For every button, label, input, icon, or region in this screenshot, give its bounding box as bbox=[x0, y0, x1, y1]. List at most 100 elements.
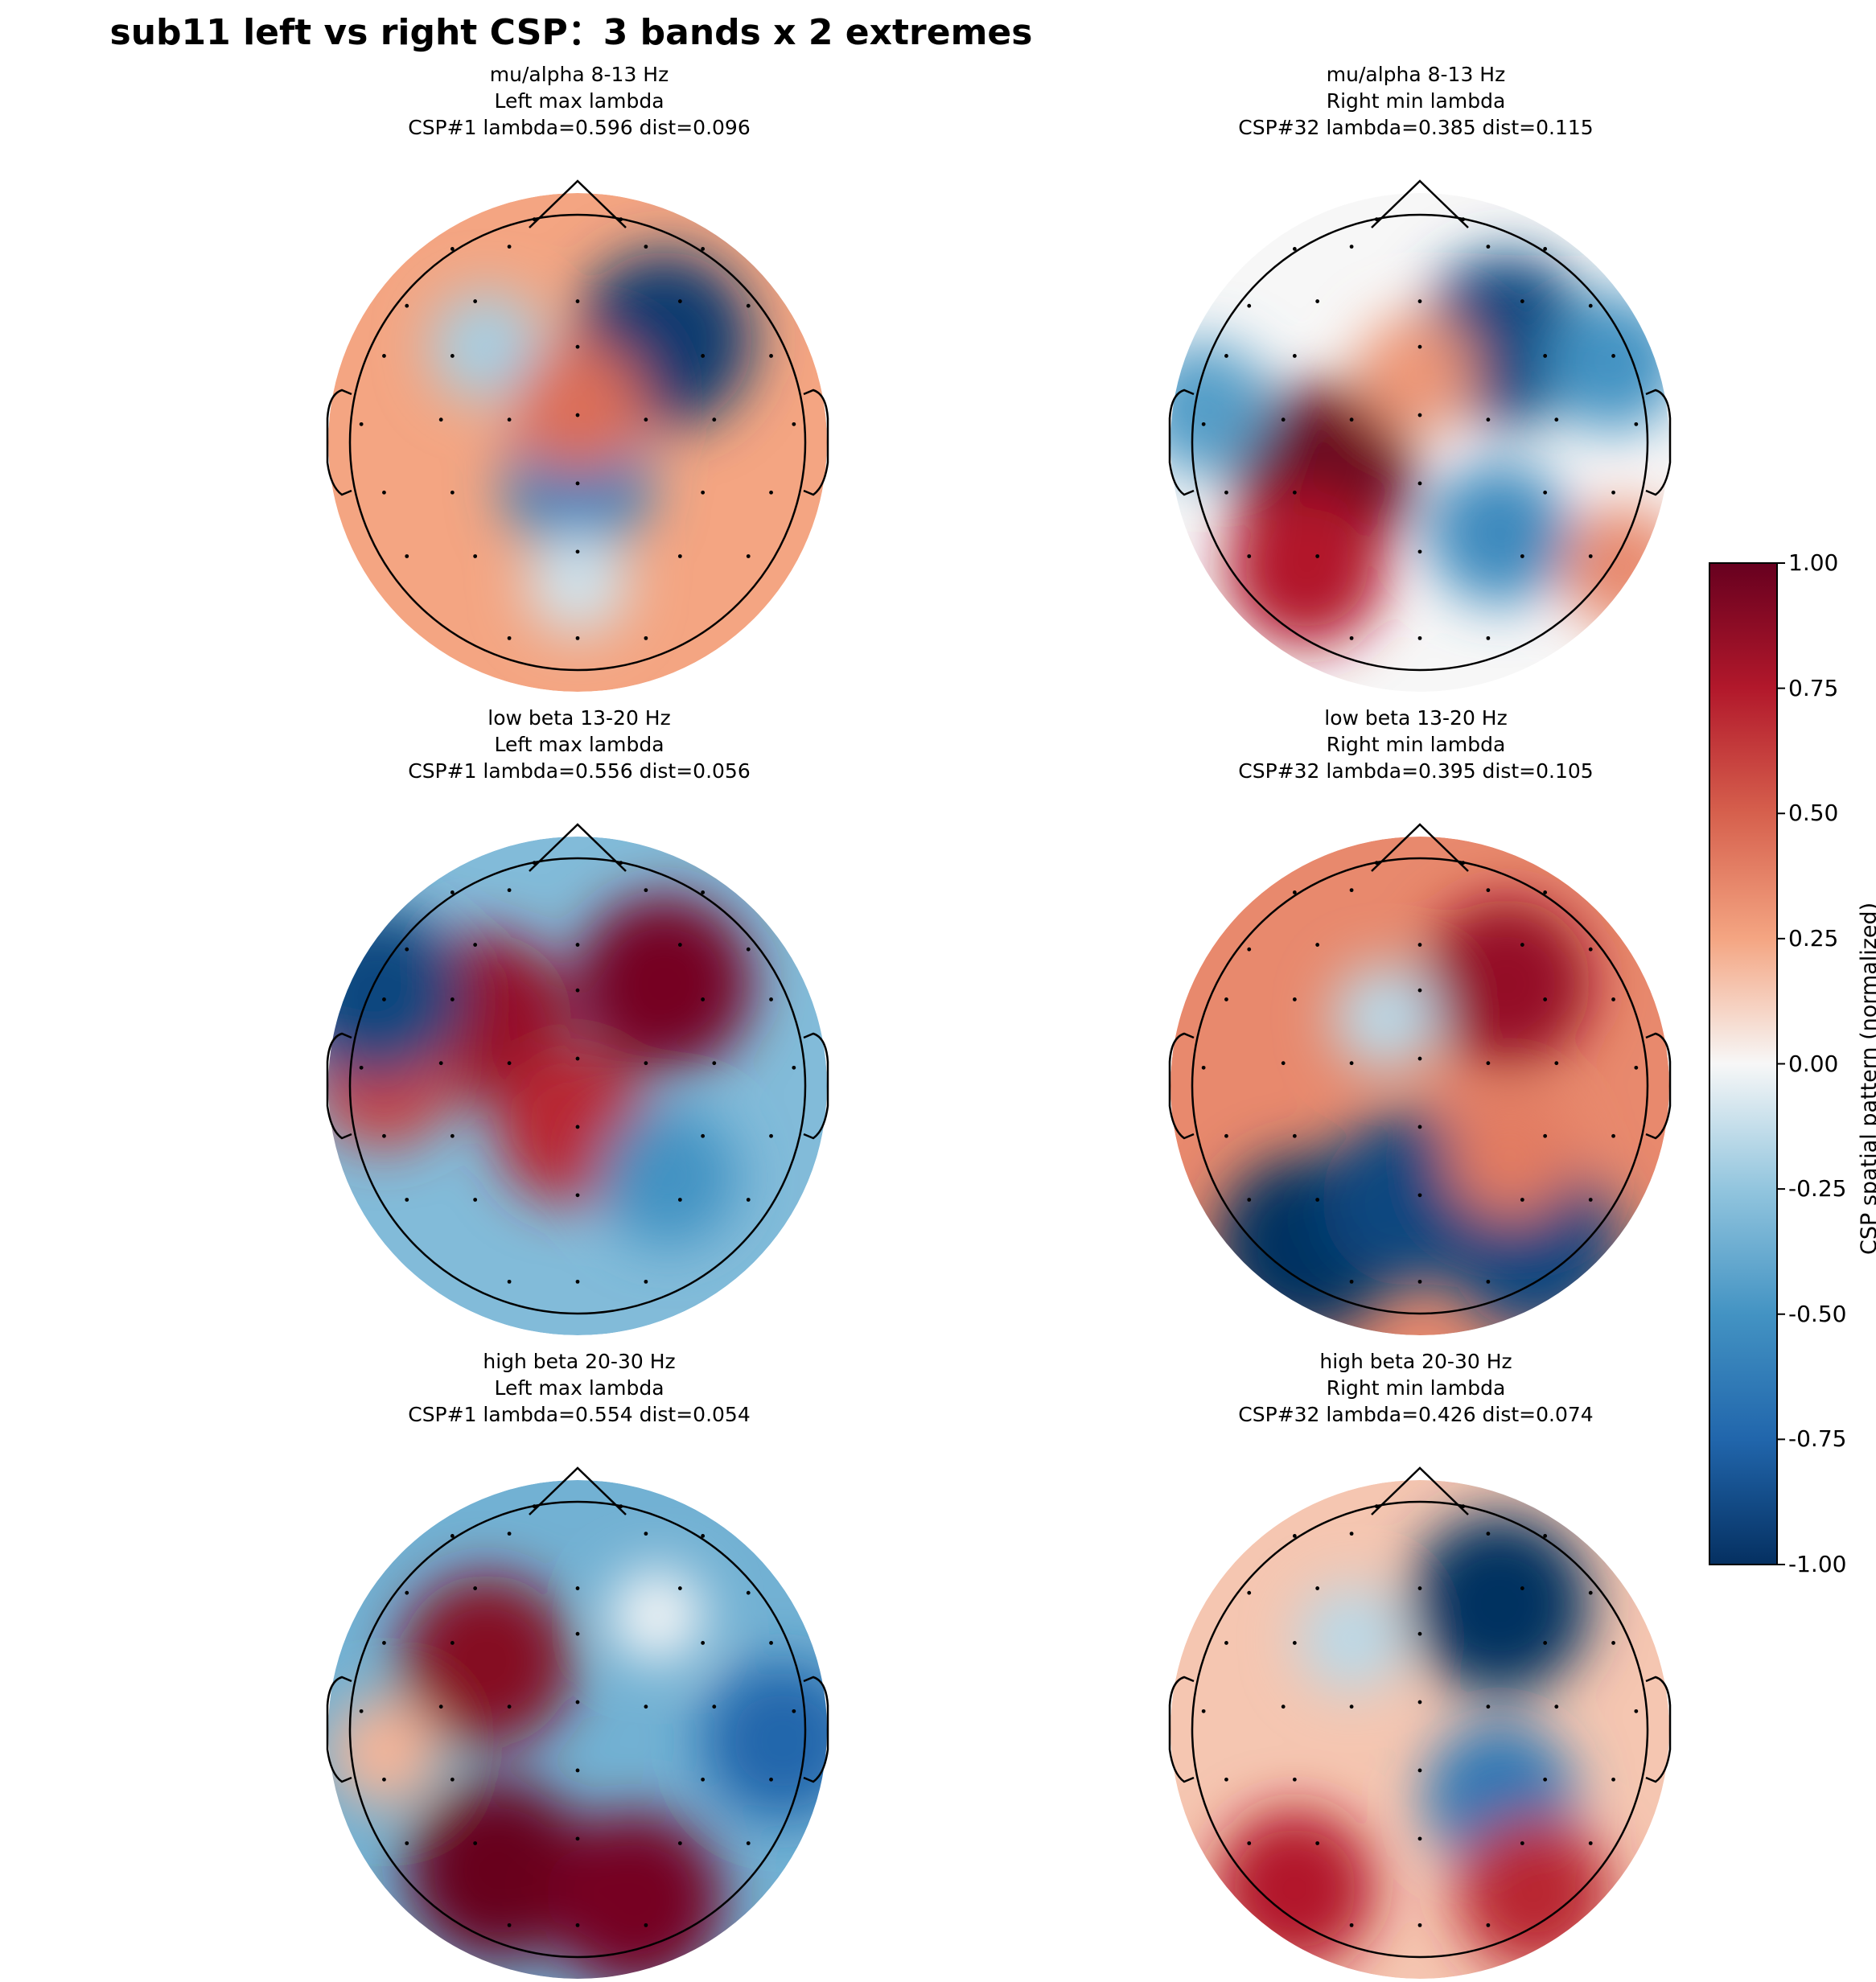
sensor-dot bbox=[746, 1198, 751, 1202]
sensor-dot bbox=[1417, 1125, 1422, 1129]
sensor-dot bbox=[1292, 1777, 1297, 1782]
sensor-dot bbox=[575, 1631, 580, 1636]
sensor-dot bbox=[1349, 888, 1354, 893]
sensor-dot bbox=[1486, 1704, 1491, 1709]
sensor-dot bbox=[1349, 1922, 1354, 1927]
sensor-dot bbox=[644, 1279, 648, 1284]
sensor-dot bbox=[1417, 1586, 1422, 1590]
topomap-field bbox=[1170, 1480, 1669, 1979]
panel-title-line: high beta 20-30 Hz bbox=[1319, 1350, 1512, 1373]
panel-title-line: Right min lambda bbox=[1326, 89, 1506, 113]
topomap-field bbox=[328, 1480, 827, 1979]
sensor-dot bbox=[1417, 1056, 1422, 1061]
sensor-dot bbox=[1543, 1777, 1548, 1782]
sensor-dot bbox=[1374, 861, 1379, 866]
sensor-dot bbox=[575, 549, 580, 554]
panel-title-mu-left: mu/alpha 8-13 Hz Left max lambda CSP#1 l… bbox=[274, 61, 885, 141]
sensor-dot bbox=[1247, 1590, 1252, 1595]
sensor-dot bbox=[701, 247, 706, 251]
right-ear-outline bbox=[803, 1032, 829, 1140]
sensor-dot bbox=[644, 635, 648, 640]
sensor-dot bbox=[1543, 490, 1548, 495]
sensor-dot bbox=[1247, 1841, 1252, 1845]
sensor-dot bbox=[1520, 554, 1524, 558]
topomap-blob bbox=[1446, 1089, 1576, 1219]
sensor-dot bbox=[701, 1133, 706, 1138]
sensor-dot bbox=[712, 417, 717, 422]
sensor-dot bbox=[701, 1641, 706, 1645]
panel-title-lowbeta-right: low beta 13-20 Hz Right min lambda CSP#3… bbox=[1110, 705, 1722, 784]
sensor-dot bbox=[382, 490, 386, 495]
sensor-dot bbox=[1611, 997, 1615, 1001]
sensor-dot bbox=[677, 554, 682, 558]
figure-title: sub11 left vs right CSP：3 bands x 2 extr… bbox=[109, 12, 1033, 53]
sensor-dot bbox=[1588, 1590, 1593, 1595]
sensor-dot bbox=[450, 1534, 455, 1538]
sensor-dot bbox=[405, 1198, 409, 1202]
sensor-dot bbox=[1349, 1279, 1354, 1284]
sensor-dot bbox=[677, 299, 682, 303]
panel-title-line: Left max lambda bbox=[494, 89, 664, 113]
panel-title-line: CSP#1 lambda=0.554 dist=0.054 bbox=[408, 1403, 751, 1426]
sensor-dot bbox=[677, 1586, 682, 1590]
sensor-dot bbox=[644, 888, 648, 893]
panel-title-line: Left max lambda bbox=[494, 1376, 664, 1400]
panel-title-line: CSP#32 lambda=0.395 dist=0.105 bbox=[1238, 759, 1594, 783]
left-ear-outline bbox=[1168, 1676, 1195, 1783]
sensor-dot bbox=[1486, 888, 1491, 893]
topomap-blob bbox=[1428, 462, 1571, 605]
sensor-dot bbox=[1543, 354, 1548, 358]
sensor-dot bbox=[438, 1704, 443, 1709]
sensor-dot bbox=[473, 943, 478, 947]
sensor-dot bbox=[1201, 1065, 1206, 1070]
sensor-dot bbox=[507, 635, 512, 640]
topomap-blob bbox=[1226, 487, 1386, 648]
topomap-blob bbox=[1332, 964, 1439, 1071]
sensor-dot bbox=[677, 1841, 682, 1845]
sensor-dot bbox=[438, 417, 443, 422]
sensor-dot bbox=[1417, 943, 1422, 947]
sensor-dot bbox=[1588, 1841, 1593, 1845]
topomap-grid bbox=[326, 179, 1672, 1979]
panel-title-line: CSP#1 lambda=0.596 dist=0.096 bbox=[408, 116, 751, 139]
sensor-dot bbox=[473, 1198, 478, 1202]
sensor-dot bbox=[1486, 1061, 1491, 1066]
topomap-blob bbox=[1545, 294, 1669, 432]
sensor-dot bbox=[450, 1641, 455, 1645]
sensor-dot bbox=[701, 997, 706, 1001]
head-outline bbox=[1191, 213, 1649, 672]
right-ear-outline bbox=[1645, 1676, 1672, 1783]
head-outline bbox=[348, 1500, 807, 1959]
sensor-dot bbox=[644, 417, 648, 422]
sensor-dot bbox=[1349, 1704, 1354, 1709]
sensor-dot bbox=[792, 1065, 796, 1070]
sensor-dot bbox=[1417, 549, 1422, 554]
nose-outline bbox=[1371, 179, 1469, 228]
sensor-dot bbox=[1281, 1061, 1286, 1066]
sensor-dot bbox=[619, 217, 623, 222]
sensor-dot bbox=[644, 1922, 648, 1927]
panel-title-line: Right min lambda bbox=[1326, 1376, 1506, 1400]
sensor-dot bbox=[473, 1841, 478, 1845]
sensor-dot bbox=[1611, 1641, 1615, 1645]
topomap-field bbox=[1170, 193, 1669, 692]
sensor-dot bbox=[677, 943, 682, 947]
sensor-dot bbox=[450, 247, 455, 251]
sensor-dot bbox=[1634, 421, 1639, 426]
sensor-dot bbox=[746, 947, 751, 952]
panel-title-line: low beta 13-20 Hz bbox=[488, 706, 671, 730]
sensor-dot bbox=[1611, 1777, 1615, 1782]
head-outline bbox=[1191, 857, 1649, 1315]
sensor-dot bbox=[1543, 890, 1548, 894]
sensor-dot bbox=[1417, 988, 1422, 993]
sensor-dot bbox=[1224, 1133, 1228, 1138]
sensor-dot bbox=[1486, 1532, 1491, 1536]
sensor-dot bbox=[677, 1198, 682, 1202]
sensor-dot bbox=[1417, 1631, 1422, 1636]
panel-title-line: CSP#32 lambda=0.385 dist=0.115 bbox=[1238, 116, 1594, 139]
left-ear-outline bbox=[1168, 389, 1195, 496]
sensor-dot bbox=[644, 1704, 648, 1709]
sensor-dot bbox=[1417, 1836, 1422, 1841]
sensor-dot bbox=[507, 1061, 512, 1066]
topomap-blob bbox=[1215, 1808, 1375, 1969]
